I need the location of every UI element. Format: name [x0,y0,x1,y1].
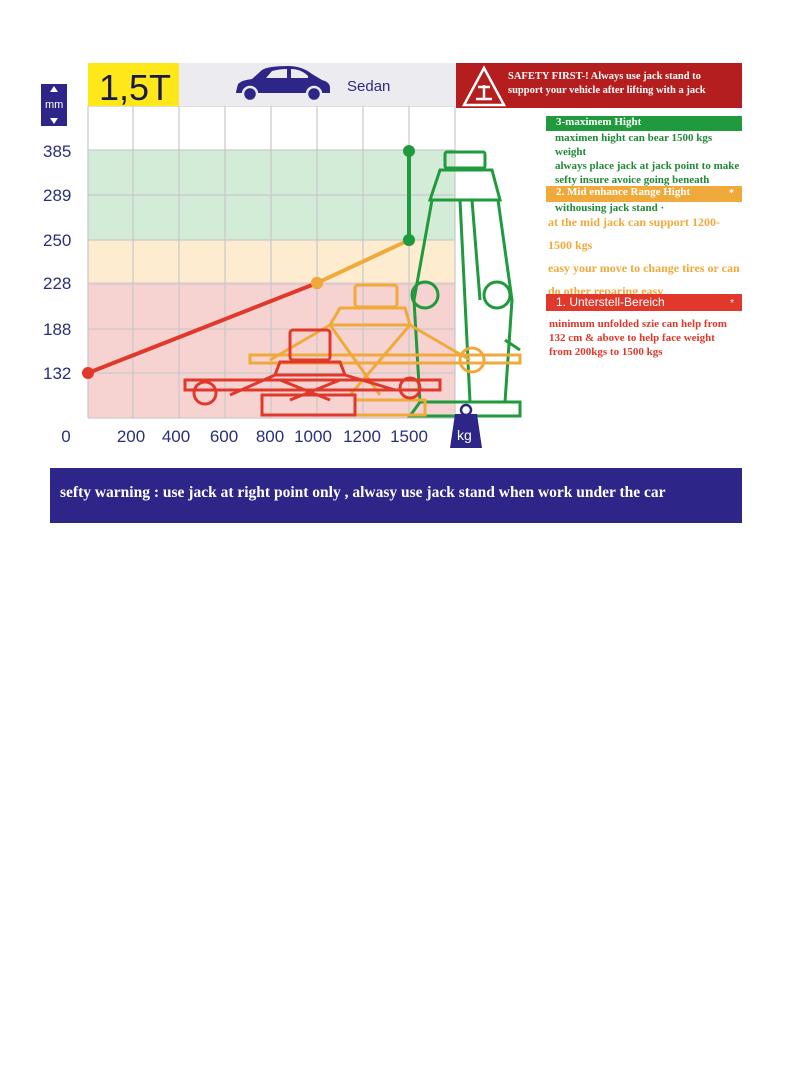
y-tick-label: 188 [43,320,71,339]
warning-text: sefty warning : use jack at right point … [60,484,666,501]
x-tick-label: 1000 [294,427,332,446]
x-tick-label: 400 [162,427,190,446]
data-point-orange [311,277,323,289]
panel-lower-range-title: 1. Unterstell-Bereich * [546,294,742,311]
y-tick-label: 385 [43,142,71,161]
x-tick-label: 1200 [343,427,381,446]
panel-max-height-line: always place jack at jack point to make [555,160,740,172]
panel-mid-range-title-text: 2. Mid enhance Range Hight [556,186,691,198]
jack-illustration-red [183,328,442,417]
panel-lower-range-line: 132 cm & above to help face weight [549,332,715,344]
y-tick-label: 289 [43,186,71,205]
series-layer [82,145,415,379]
x-tick-label: 1500 [390,427,428,446]
warning-triangle-icon [462,65,507,107]
x-tick-label: 600 [210,427,238,446]
x-tick-label: 200 [117,427,145,446]
jack-illustration-orange [248,283,522,417]
kg-unit-label: kg [457,427,472,443]
x-axis-ticks: 0 200 400 600 800 1000 1200 1500 [61,427,428,446]
panel-lower-range-title-text: 1. Unterstell-Bereich [556,295,665,309]
series-line-red [87,281,318,375]
panel-lower-range-text: minimum unfolded szie can help from 132 c… [549,317,744,359]
panel-mid-range-title: 2. Mid enhance Range Hight * [546,186,742,202]
safety-text: SAFETY FIRST-! Always use jack stand to … [508,71,706,96]
series-line-orange [316,238,410,285]
x-tick-label: 0 [61,427,70,446]
panel-lower-range-line: from 200kgs to 1500 kgs [549,346,663,358]
mm-unit-badge: mm [41,84,67,126]
y-tick-label: 132 [43,364,71,383]
panel-max-height-title: 3-maximem Hight [546,116,742,131]
panel-lower-range-line: minimum unfolded szie can help from [549,318,727,330]
car-icon [236,66,330,103]
kg-weight-icon: kg [450,403,482,448]
y-tick-label: 228 [43,274,71,293]
safety-banner: SAFETY FIRST-! Always use jack stand to … [456,63,742,108]
warning-bar: sefty warning : use jack at right point … [50,468,742,523]
panel-mid-range-line: at the mid jack can support 1200-1500 kg… [548,215,721,252]
x-tick-label: 800 [256,427,284,446]
panel-max-height-text: maximen hight can bear 1500 kgs weight al… [555,131,745,215]
data-point-green [403,145,415,157]
mm-unit-label: mm [45,99,63,111]
data-point-green [403,234,415,246]
panel-mid-range-text: at the mid jack can support 1200-1500 kg… [548,211,743,303]
y-tick-label: 250 [43,231,71,250]
data-point-red [82,367,94,379]
star-icon: * [729,188,734,199]
capacity-label: 1,5T [99,67,171,108]
panel-mid-range-line: easy your move to change tires or can [548,261,740,275]
capacity-box [88,63,179,106]
panel-max-height-line: withousing jack stand · [555,202,665,214]
panel-max-height-line: maximen hight can bear 1500 kgs weight [555,132,713,158]
vehicle-label: Sedan [347,78,390,95]
star-icon: * [730,298,734,309]
y-axis-ticks: 385 289 250 228 188 132 [43,142,71,383]
jack-illustration-green [407,150,522,418]
